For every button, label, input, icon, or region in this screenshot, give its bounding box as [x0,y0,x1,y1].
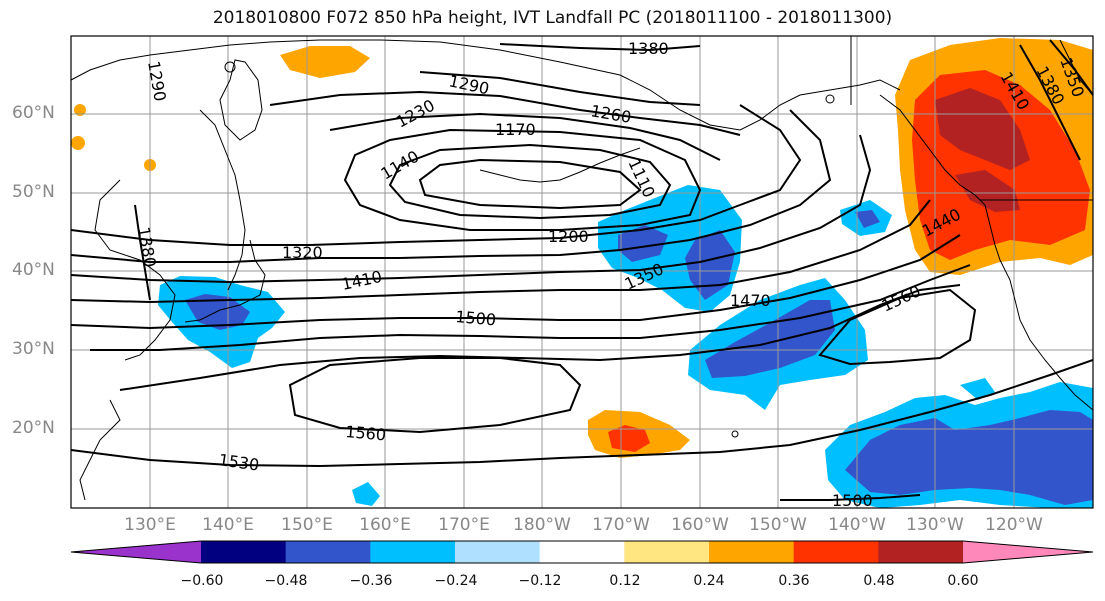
lon-label: 150°E [281,515,333,535]
map-field: 1380 1290 1290 1230 1260 1170 1140 1110 … [71,36,1093,510]
colorbar-tick-label: −0.24 [434,573,478,589]
lon-label: 180°W [513,515,571,535]
colorbar-swatch [793,541,879,563]
lat-label: 50°N [12,182,55,202]
lat-label: 60°N [12,103,55,123]
lon-label: 160°E [359,515,411,535]
contour-label: 1500 [455,307,497,329]
colorbar-tick-label: 0.48 [863,573,895,589]
positive-anomaly-shading [71,38,1093,458]
lon-label: 140°E [202,515,254,535]
colorbar-swatch [878,541,964,563]
contour-label: 1380 [628,39,669,58]
colorbar-tick-label: −0.12 [518,573,562,589]
contour-label: 1560 [345,422,387,444]
colorbar-swatch [201,541,287,563]
negative-anomaly-shading [158,185,1093,508]
colorbar-tick-label: −0.36 [349,573,393,589]
colorbar [70,540,1094,564]
lat-label: 20°N [12,418,55,438]
lon-label: 150°W [749,515,807,535]
colorbar-tick-label: 0.36 [778,573,810,589]
colorbar-extend-low [71,541,201,563]
lon-label: 140°W [828,515,886,535]
colorbar-tick-label: 0.12 [609,573,641,589]
lat-label: 40°N [12,260,55,280]
height-contours [71,39,1093,501]
contour-label: 1170 [495,120,536,139]
colorbar-swatch [370,541,456,563]
coastlines [71,36,1093,501]
colorbar-swatch [709,541,795,563]
lon-label: 170°W [592,515,650,535]
map-frame [70,35,1094,509]
colorbar-swatch [539,541,625,563]
colorbar-tick-label: −0.48 [264,573,308,589]
lon-label: 120°W [985,515,1043,535]
colorbar-extend-high [963,541,1093,563]
contour-label: 1500 [832,491,873,510]
colorbar-swatch [455,541,541,563]
colorbar-tick-label: 0.60 [947,573,979,589]
colorbar-outline [70,540,1094,564]
colorbar-tick-label: 0.24 [693,573,725,589]
lat-label: 30°N [12,339,55,359]
lon-label: 160°W [671,515,729,535]
contour-label: 1470 [730,291,771,310]
colorbar-swatch [285,541,371,563]
colorbar-swatches [71,541,1093,563]
map-title: 2018010800 F072 850 hPa height, IVT Land… [212,8,893,28]
lon-label: 130°W [906,515,964,535]
colorbar-swatch [624,541,710,563]
contour-label: 1320 [282,243,323,262]
contour-label: 1200 [548,227,589,246]
colorbar-tick-label: −0.60 [180,573,224,589]
lon-label: 130°E [124,515,176,535]
lon-label: 170°E [438,515,490,535]
